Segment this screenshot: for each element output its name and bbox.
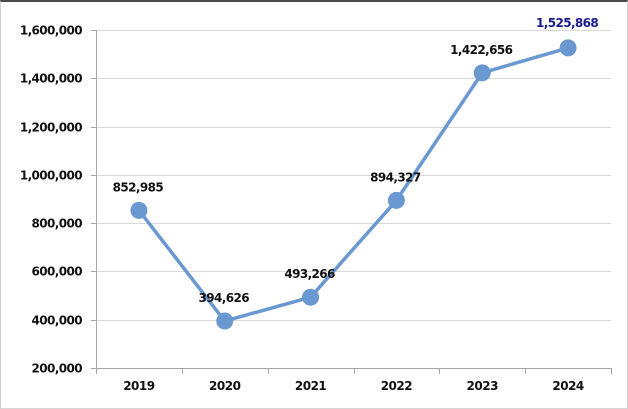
data-labels: 852,985 394,626 493,266 894,327 1,422,656 1,5… (113, 16, 599, 305)
data-point-marker (130, 201, 148, 219)
data-point-marker (387, 191, 405, 209)
x-tick-label: 2024 (552, 379, 584, 393)
series-path (137, 46, 569, 323)
series-line (130, 39, 577, 330)
y-tick-label: 1,400,000 (20, 72, 82, 86)
x-tick-label: 2022 (381, 379, 413, 393)
data-label: 493,266 (284, 267, 335, 281)
y-tick-label: 800,000 (32, 217, 83, 231)
data-label: 1,525,868 (536, 16, 598, 30)
data-point-marker (302, 288, 320, 306)
y-tick-label: 1,600,000 (20, 24, 82, 38)
data-point-marker (473, 64, 491, 82)
data-point-marker (559, 39, 577, 57)
x-tick-label: 2021 (295, 379, 327, 393)
data-point-marker (216, 312, 234, 330)
gridlines (96, 30, 611, 321)
y-tick-label: 600,000 (32, 265, 83, 279)
x-axis-tick-labels: 2019 2020 2021 2022 2023 2024 (123, 379, 584, 393)
y-tick-label: 1,200,000 (20, 121, 82, 135)
data-label: 852,985 (113, 180, 164, 194)
x-tick-label: 2023 (467, 379, 499, 393)
data-label: 394,626 (199, 291, 250, 305)
data-label: 894,327 (370, 170, 421, 184)
y-tick-label: 400,000 (32, 314, 83, 328)
y-tick-label: 200,000 (32, 362, 83, 376)
y-tick-label: 1,000,000 (20, 169, 82, 183)
x-tick-label: 2019 (123, 379, 155, 393)
data-label: 1,422,656 (450, 43, 512, 57)
y-axis-tick-labels: 200,000 400,000 600,000 800,000 1,000,000 1,2… (20, 24, 83, 376)
x-tick-label: 2020 (209, 379, 241, 393)
axes (91, 30, 612, 374)
